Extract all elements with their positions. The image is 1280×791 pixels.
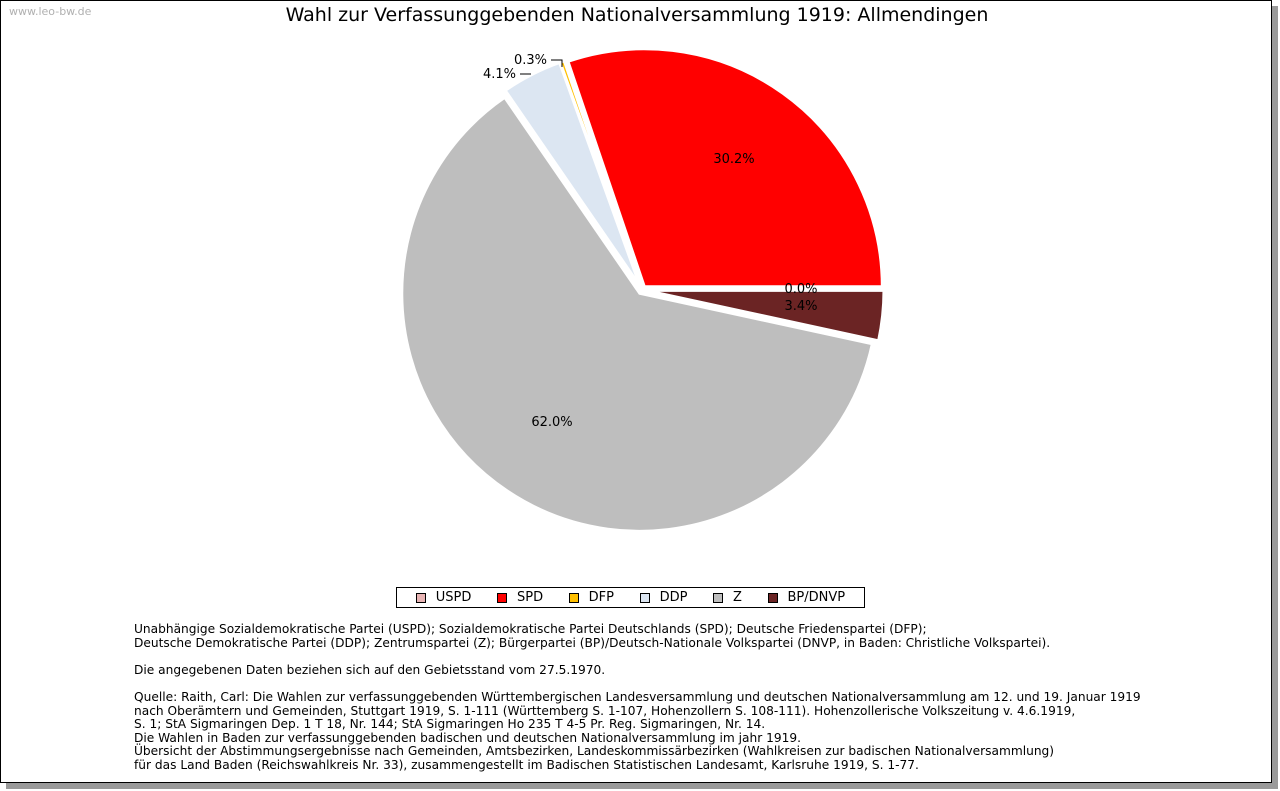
- legend-item-uspd: USPD: [415, 590, 472, 605]
- chart-title: Wahl zur Verfassunggebenden Nationalvers…: [285, 4, 989, 26]
- note-gebietsstand: Die angegebenen Daten beziehen sich auf …: [134, 662, 606, 677]
- legend-item-dfp: DFP: [568, 590, 614, 605]
- note-source-6: für das Land Baden (Reichswahlkreis Nr. …: [134, 757, 919, 772]
- legend: USPD SPD DFP DDP Z BP/DNVP: [396, 587, 865, 608]
- pie-slice-ddp: [503, 60, 642, 288]
- legend-item-z: Z: [713, 590, 742, 605]
- pie-label-spd: 30.2%: [713, 152, 754, 167]
- legend-swatch-dfp: [568, 592, 579, 603]
- pie-slice-spd: [566, 47, 884, 289]
- note-source-5: Übersicht der Abstimmungsergebnisse nach…: [134, 744, 1055, 759]
- note-parties-1: Unabhängige Sozialdemokratische Partei (…: [134, 622, 927, 636]
- legend-item-spd: SPD: [496, 590, 544, 605]
- note-source-4: Die Wahlen in Baden zur verfassunggebend…: [134, 730, 801, 745]
- pie-label-ddp: 4.1%: [483, 67, 516, 82]
- watermark: www.leo-bw.de: [9, 5, 92, 18]
- legend-label-spd: SPD: [516, 590, 544, 605]
- legend-label-z: Z: [733, 590, 742, 605]
- note-source-3: S. 1; StA Sigmaringen Dep. 1 T 18, Nr. 1…: [134, 717, 766, 732]
- legend-swatch-spd: [496, 592, 507, 603]
- legend-label-dfp: DFP: [588, 590, 614, 605]
- note-parties-2: Deutsche Demokratische Partei (DDP); Zen…: [134, 635, 1051, 650]
- notes: Unabhängige Sozialdemokratische Partei (…: [134, 622, 1141, 773]
- pie-label-leader-dfp: [551, 59, 563, 67]
- pie-label-bp-dnvp: 3.4%: [784, 299, 817, 314]
- legend-label-bp-dnvp: BP/DNVP: [787, 590, 846, 605]
- legend-item-ddp: DDP: [639, 590, 688, 605]
- legend-swatch-bp-dnvp: [767, 592, 778, 603]
- legend-label-uspd: USPD: [435, 590, 472, 605]
- pie-label-uspd: 0.0%: [784, 282, 817, 297]
- note-source-1: Quelle: Raith, Carl: Die Wahlen zur verf…: [134, 689, 1141, 704]
- legend-swatch-uspd: [415, 592, 426, 603]
- legend-swatch-ddp: [639, 592, 650, 603]
- legend-label-ddp: DDP: [659, 590, 688, 605]
- pie-chart: 0.0% 30.2% 0.3%4.1% 62.0% 3.4%: [400, 47, 886, 533]
- legend-item-bp-dnvp: BP/DNVP: [767, 590, 846, 605]
- pie-slice-bp-dnvp: [645, 288, 886, 343]
- pie-slice-z: [400, 95, 875, 533]
- pie-label-z: 62.0%: [531, 415, 572, 430]
- pie-label-dfp: 0.3%: [514, 53, 547, 68]
- note-source-2: nach Oberämtern und Gemeinden, Stuttgart…: [134, 703, 1076, 718]
- legend-swatch-z: [713, 592, 724, 603]
